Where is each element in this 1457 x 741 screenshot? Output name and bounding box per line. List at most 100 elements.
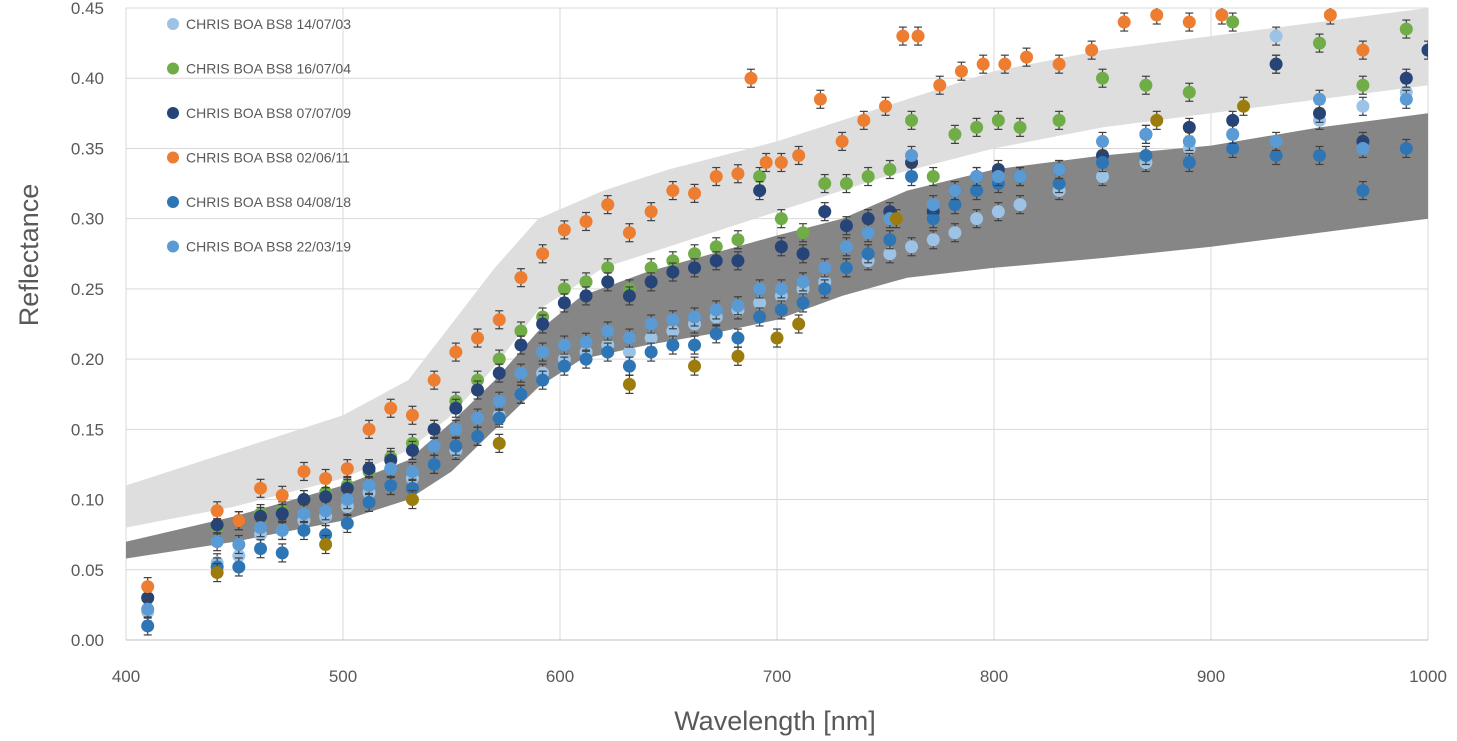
y-tick-label: 0.40 (71, 69, 104, 88)
legend-label: CHRIS BOA BS8 16/07/04 (186, 61, 351, 77)
data-point (471, 411, 485, 425)
data-point (275, 546, 289, 560)
data-point (362, 495, 376, 509)
data-point (579, 275, 593, 289)
data-point (948, 184, 962, 198)
data-point (232, 560, 246, 574)
data-point (232, 537, 246, 551)
data-point (319, 490, 333, 504)
data-point (753, 296, 767, 310)
data-point (492, 411, 506, 425)
data-point (1013, 120, 1027, 134)
data-point (514, 324, 528, 338)
data-point (688, 247, 702, 261)
data-point (384, 462, 398, 476)
data-point (759, 155, 773, 169)
data-point (1313, 148, 1326, 162)
data-point (839, 240, 853, 254)
data-point (688, 338, 702, 352)
data-point (688, 261, 702, 275)
data-point (954, 64, 968, 78)
data-point (970, 170, 984, 184)
legend-marker (167, 196, 179, 208)
data-point (622, 226, 636, 240)
data-point (601, 198, 615, 212)
data-point (861, 247, 875, 261)
data-point (275, 523, 289, 537)
data-point (1356, 99, 1370, 113)
y-tick-label: 0.45 (71, 0, 104, 18)
data-point (427, 422, 441, 436)
data-point (319, 504, 333, 518)
data-point (753, 170, 767, 184)
data-point (514, 387, 528, 401)
data-point (622, 359, 636, 373)
data-point (1052, 163, 1066, 177)
data-point (1020, 50, 1034, 64)
data-point (622, 345, 636, 359)
data-point (297, 523, 311, 537)
data-point (905, 148, 919, 162)
data-point (557, 296, 571, 310)
y-tick-label: 0.10 (71, 491, 104, 510)
data-point (471, 383, 485, 397)
data-point (1013, 198, 1027, 212)
data-point (557, 282, 571, 296)
data-point (449, 439, 463, 453)
data-point (792, 148, 806, 162)
data-point (861, 212, 875, 226)
data-point (1421, 43, 1428, 57)
data-point (731, 167, 745, 181)
data-point (141, 619, 155, 633)
data-point (905, 113, 919, 127)
data-point (796, 247, 810, 261)
data-point (709, 303, 723, 317)
data-point (970, 120, 984, 134)
data-point (753, 184, 767, 198)
axes: 400 500 600 700 800 900 1000 0.00 0.05 0.10 0.15 0.… (71, 0, 1447, 686)
data-point (835, 134, 849, 148)
data-point (796, 275, 810, 289)
x-axis-title: Wavelength [nm] (674, 706, 876, 736)
data-point (492, 366, 506, 380)
data-point (340, 481, 354, 495)
y-tick-label: 0.15 (71, 420, 104, 439)
data-point (254, 481, 268, 495)
data-point (709, 240, 723, 254)
data-point (911, 29, 925, 43)
data-point (666, 265, 680, 279)
data-point (709, 327, 723, 341)
data-point (210, 518, 224, 532)
data-point (141, 580, 155, 594)
data-point (1399, 141, 1413, 155)
data-point (340, 516, 354, 530)
data-point (1269, 57, 1283, 71)
data-point (141, 602, 155, 616)
data-point (536, 317, 550, 331)
data-point (731, 254, 745, 268)
data-point (362, 462, 376, 476)
data-point (297, 507, 311, 521)
data-point (709, 170, 723, 184)
data-point (1313, 36, 1326, 50)
data-point (514, 271, 528, 285)
data-point (774, 240, 788, 254)
data-point (1237, 99, 1251, 113)
data-point (1052, 113, 1066, 127)
data-point (1085, 43, 1099, 57)
data-point (1399, 92, 1413, 106)
data-point (666, 313, 680, 327)
data-point (1356, 78, 1370, 92)
data-point (1269, 148, 1283, 162)
legend-marker (167, 151, 179, 164)
data-point (818, 282, 832, 296)
data-point (492, 436, 506, 450)
data-point (297, 464, 311, 478)
data-point (579, 352, 593, 366)
data-point (796, 226, 810, 240)
data-point (644, 331, 658, 345)
data-point (557, 223, 571, 237)
data-point (492, 394, 506, 408)
data-point (1052, 57, 1066, 71)
data-point (449, 422, 463, 436)
